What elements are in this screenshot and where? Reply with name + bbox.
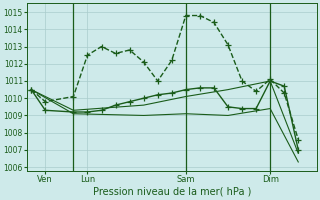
X-axis label: Pression niveau de la mer( hPa ): Pression niveau de la mer( hPa ) [92, 187, 251, 197]
